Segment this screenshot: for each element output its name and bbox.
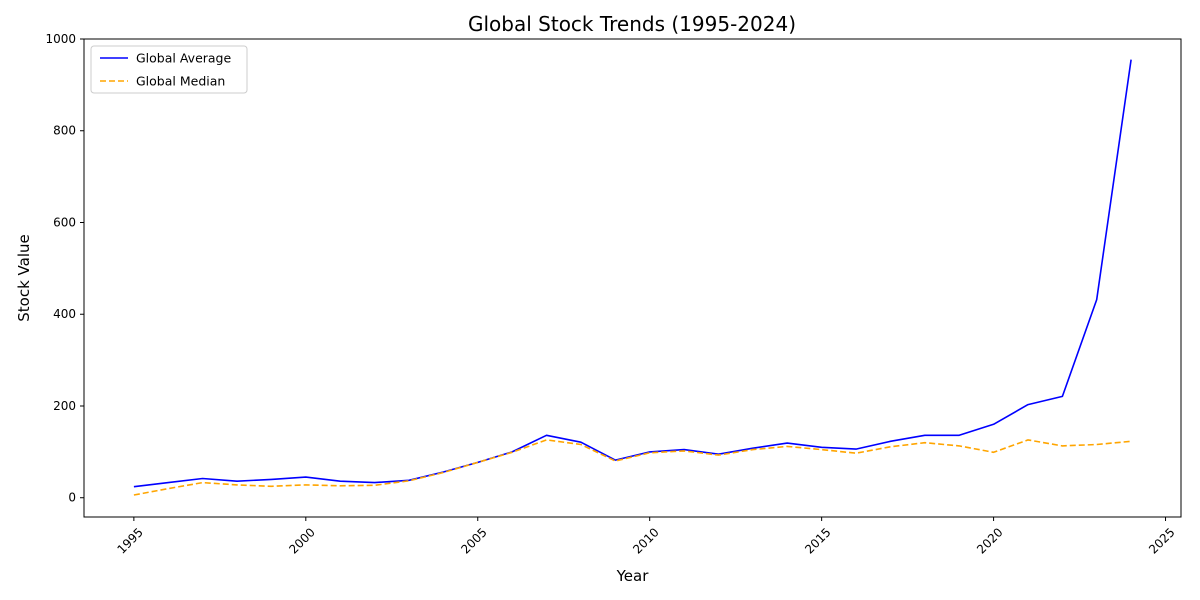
legend-label: Global Average [136, 51, 231, 66]
legend-label: Global Median [136, 74, 225, 89]
legend-box [90, 45, 248, 94]
series-line-global-average [133, 59, 1132, 488]
y-tick-label: 1000 [45, 32, 76, 46]
plot-frame [83, 38, 1182, 518]
y-axis: 0 200 400 600 800 1000 [45, 32, 84, 505]
legend: Global Average Global Median [90, 45, 248, 94]
y-tick-label: 600 [53, 215, 76, 229]
chart-title: Global Stock Trends (1995-2024) [468, 12, 796, 36]
y-tick-label: 0 [68, 491, 76, 505]
series-line-global-median [133, 439, 1132, 496]
y-tick-label: 400 [53, 307, 76, 321]
y-tick-label: 800 [53, 124, 76, 138]
y-tick-label: 200 [53, 399, 76, 413]
plot-area [133, 59, 1132, 496]
y-axis-title: Stock Value [15, 234, 33, 321]
x-axis-title: Year [616, 567, 650, 585]
